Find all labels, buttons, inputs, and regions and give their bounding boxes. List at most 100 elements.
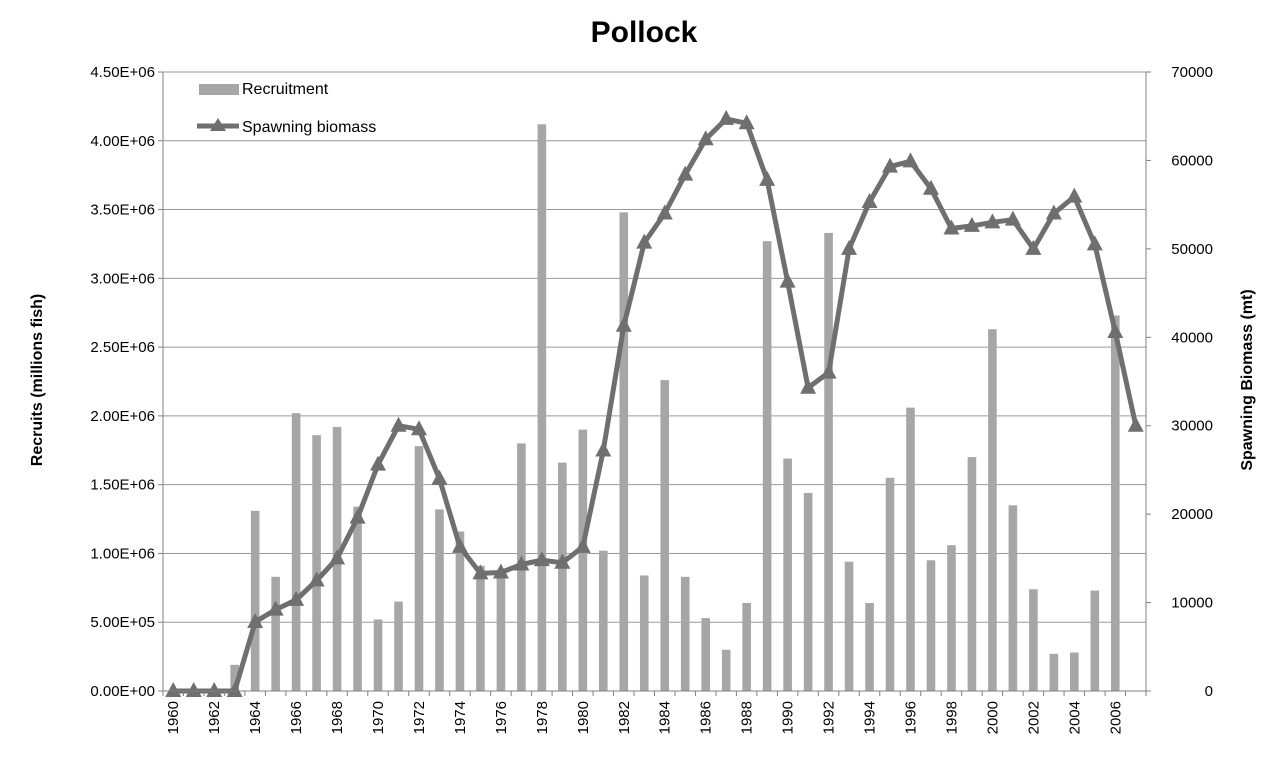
spawning-biomass-point — [370, 455, 387, 471]
spawning-biomass-point — [963, 216, 980, 232]
spawning-biomass-point — [636, 233, 653, 249]
spawning-biomass-point — [820, 363, 837, 379]
recruitment-bar — [414, 446, 424, 691]
y-right-tick-label: 70000 — [1171, 64, 1213, 81]
spawning-biomass-point — [1004, 210, 1021, 226]
spawning-biomass-point — [1127, 416, 1144, 432]
spawning-biomass-point — [472, 564, 489, 580]
gridlines — [163, 71, 1146, 692]
y-left-tick-label: 3.50E+06 — [90, 202, 155, 219]
recruitment-bar — [660, 380, 670, 691]
x-tick-label: 2004 — [1066, 701, 1083, 734]
y-left-tick-label: 3.00E+06 — [90, 270, 155, 287]
spawning-biomass-point — [329, 549, 346, 565]
recruitment-bar — [353, 506, 362, 691]
recruitment-bar — [1008, 505, 1018, 691]
spawning-biomass-point — [492, 563, 509, 579]
recruitment-bar — [680, 576, 690, 691]
spawning-biomass-point — [390, 416, 407, 432]
x-tick-label: 1974 — [452, 701, 469, 734]
spawning-biomass-point — [841, 239, 858, 255]
recruitment-bar — [947, 545, 956, 691]
x-tick-label: 1964 — [247, 701, 264, 734]
recruitment-bar — [455, 531, 465, 691]
y-left-tick-label: 2.00E+06 — [90, 408, 155, 425]
y-right-tick-label: 20000 — [1171, 506, 1213, 523]
legend-biomass-marker — [210, 118, 226, 131]
x-tick-label: 1998 — [943, 701, 960, 734]
x-tick-label: 1980 — [575, 701, 592, 734]
y-right-tick-label: 50000 — [1171, 241, 1213, 258]
recruitment-bar — [885, 477, 895, 691]
recruitment-bar — [250, 510, 260, 691]
y-left-axis-label: Recruits (millions fish) — [29, 294, 46, 466]
legend-recruitment-label: Recruitment — [242, 81, 329, 98]
spawning-biomass-point — [800, 378, 817, 394]
recruitment-bar — [865, 602, 874, 691]
recruitment-bar — [496, 571, 506, 691]
recruitment-bar — [721, 649, 731, 691]
recruitment-bar — [394, 601, 403, 691]
spawning-biomass-point — [533, 551, 550, 567]
spawning-biomass-point — [984, 213, 1001, 229]
recruitment-bar — [312, 435, 321, 691]
recruitment-bar — [988, 329, 997, 691]
recruitment-bar — [230, 664, 239, 691]
spawning-biomass-point — [718, 109, 735, 125]
spawning-biomass-point — [1066, 187, 1083, 203]
spawning-biomass-point — [226, 682, 243, 697]
x-tick-label: 1968 — [329, 701, 346, 734]
spawning-biomass-point — [349, 508, 366, 524]
x-tick-label: 2002 — [1025, 701, 1042, 734]
recruitment-bar — [783, 458, 792, 691]
x-tick-label: 2006 — [1107, 701, 1124, 734]
x-tick-label: 2000 — [984, 701, 1001, 734]
spawning-biomass-point — [308, 571, 325, 587]
recruitment-bar — [599, 550, 608, 691]
spawning-biomass-point — [738, 114, 755, 130]
recruitment-bar — [742, 602, 751, 691]
x-tick-label: 1962 — [206, 701, 223, 734]
spawning-biomass-point — [206, 682, 223, 697]
spawning-biomass-point — [1086, 235, 1103, 251]
x-tick-label: 1992 — [821, 701, 838, 734]
y-left-tick-label: 1.00E+06 — [90, 545, 155, 562]
x-tick-label: 1966 — [288, 701, 305, 734]
recruitment-bar — [1090, 590, 1100, 691]
y-right-tick-label: 40000 — [1171, 329, 1213, 346]
spawning-biomass-point — [1025, 239, 1042, 255]
x-tick-label: 1978 — [534, 701, 551, 734]
recruitment-bar — [926, 560, 936, 691]
recruitment-bar — [906, 407, 915, 691]
left-axis-ticks: 0.00E+00 5.00E+05 1.00E+06 1.50E+06 2.00E+06… — [90, 64, 163, 700]
spawning-biomass-point — [677, 165, 694, 181]
legend-biomass-label: Spawning biomass — [242, 119, 376, 136]
legend: Recruitment Spawning biomass — [197, 81, 376, 136]
recruitment-bar — [639, 575, 649, 691]
y-right-tick-label: 0 — [1205, 683, 1213, 700]
x-tick-label: 1990 — [780, 701, 797, 734]
x-tick-label: 1984 — [657, 701, 674, 734]
spawning-biomass-point — [288, 590, 305, 606]
legend-recruitment-swatch — [199, 84, 239, 95]
x-tick-label: 1982 — [616, 701, 633, 734]
recruitment-bar — [271, 576, 280, 691]
recruitment-bar — [537, 124, 547, 691]
spawning-biomass-point — [697, 130, 714, 146]
recruitment-bar — [762, 241, 772, 691]
spawning-biomass-point — [185, 682, 202, 697]
spawning-biomass-point — [861, 192, 878, 208]
x-tick-label: 1970 — [370, 701, 387, 734]
recruitment-bar — [701, 618, 710, 691]
spawning-biomass-point — [882, 157, 899, 173]
x-tick-label: 1972 — [411, 701, 428, 734]
y-right-tick-label: 60000 — [1171, 152, 1213, 169]
recruitment-bar — [435, 509, 444, 691]
axes — [162, 72, 1147, 692]
y-right-axis-label: Spawning Biomass (mt) — [1239, 289, 1256, 470]
recruitment-bar — [967, 457, 977, 691]
recruitment-bar — [578, 429, 588, 691]
x-tick-label: 1986 — [698, 701, 715, 734]
x-axis-ticks: 1960 1962 1964 1966 1968 1970 1972 1974 1976 1978… — [162, 691, 1147, 734]
